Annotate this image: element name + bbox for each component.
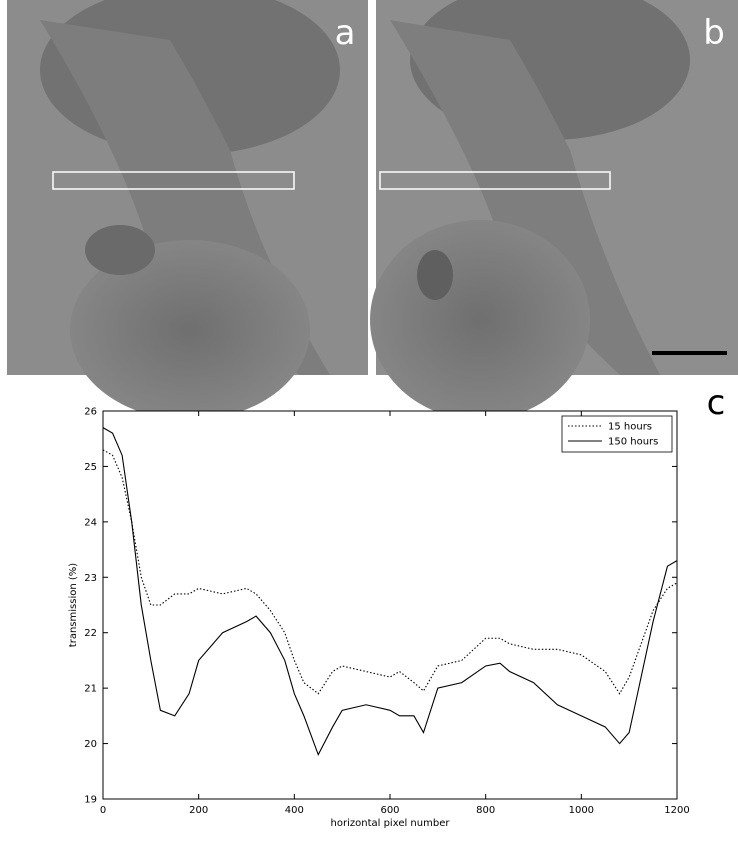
y-tick-label: 19 <box>84 795 97 806</box>
line-series <box>102 449 678 695</box>
image-b: b <box>370 0 738 420</box>
plot-frame <box>102 410 678 800</box>
x-tick-label: 400 <box>285 805 304 816</box>
y-tick-label: 22 <box>84 628 97 639</box>
legend-label: 15 hours <box>608 422 652 433</box>
y-tick-label: 23 <box>84 573 97 584</box>
x-tick-label: 600 <box>380 805 399 816</box>
x-axis-label: horizontal pixel number <box>331 818 451 829</box>
y-tick-label: 26 <box>84 407 97 418</box>
legend-box <box>561 415 673 453</box>
y-tick-label: 25 <box>84 462 97 473</box>
legend-label: 150 hours <box>608 437 658 448</box>
panel-label: a <box>335 13 356 53</box>
plot: 19 20 21 22 23 24 25 26 0 200 400 600 800 1000 1200 hor… <box>68 407 690 830</box>
line-series <box>102 427 678 757</box>
x-tick-label: 0 <box>100 805 106 816</box>
x-tick-label: 1000 <box>569 805 594 816</box>
y-tick-label: 21 <box>84 684 97 695</box>
image-a: a <box>7 0 368 420</box>
y-tick-label: 24 <box>84 517 97 528</box>
x-tick-label: 1200 <box>664 805 689 816</box>
panel-label: b <box>703 13 725 53</box>
y-tick-label: 20 <box>84 739 97 750</box>
y-axis-label: transmission (%) <box>68 563 79 647</box>
x-tick-label: 200 <box>189 805 208 816</box>
x-tick-label: 800 <box>476 805 495 816</box>
panel-label: c <box>707 383 726 423</box>
